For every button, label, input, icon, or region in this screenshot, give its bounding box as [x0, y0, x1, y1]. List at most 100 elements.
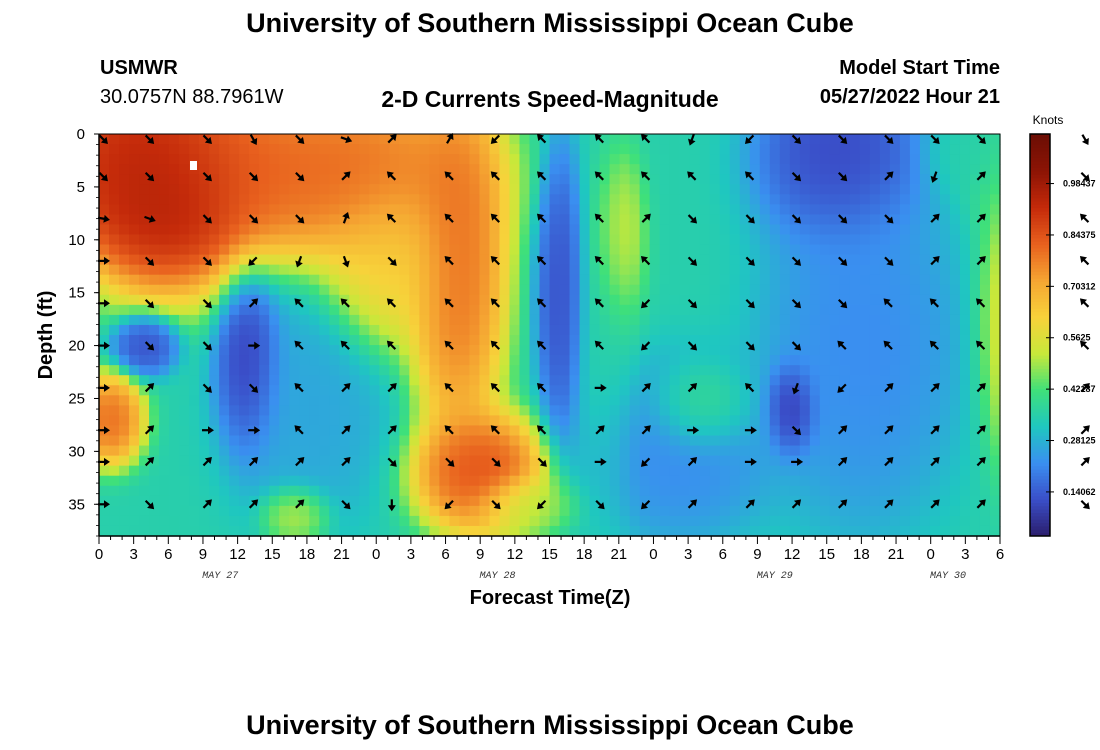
current-arrow [930, 255, 940, 266]
heatmap-cell [709, 365, 721, 376]
heatmap-cell [719, 284, 731, 296]
heatmap-cell [589, 254, 601, 266]
heatmap-cell [789, 144, 801, 155]
heatmap-cell [469, 365, 481, 376]
heatmap-cell [349, 134, 360, 145]
heatmap-cell [479, 164, 491, 175]
heatmap-cell [969, 375, 981, 386]
heatmap-cell [349, 375, 360, 386]
heatmap-cell [229, 525, 240, 537]
current-arrow [202, 214, 212, 224]
x-tick-label: 6 [441, 546, 449, 563]
heatmap-cell [409, 164, 420, 175]
heatmap-cell [209, 335, 220, 346]
heatmap-cell [319, 445, 330, 457]
heatmap-cell [619, 445, 631, 457]
heatmap-cell [389, 304, 400, 316]
heatmap-cell [929, 184, 941, 195]
heatmap-cell [229, 455, 240, 467]
heatmap-cell [159, 425, 170, 437]
heatmap-cell [289, 465, 300, 477]
heatmap-cell [659, 244, 671, 256]
heatmap-cell [619, 405, 631, 416]
heatmap-cell [749, 345, 761, 356]
heatmap-cell [969, 455, 981, 467]
heatmap-cell [299, 254, 310, 266]
heatmap-cell [279, 234, 290, 246]
heatmap-cell [449, 425, 460, 437]
heatmap-cell [889, 324, 901, 336]
heatmap-cell [209, 234, 220, 246]
heatmap-cell [489, 194, 501, 205]
heatmap-cell [739, 264, 751, 276]
heatmap-cell [889, 475, 901, 487]
heatmap-cell [459, 455, 471, 467]
heatmap-cell [529, 455, 541, 467]
heatmap-cell [239, 284, 250, 296]
heatmap-cell [169, 214, 180, 226]
heatmap-cell [229, 154, 240, 165]
x-axis-title: Forecast Time(Z) [470, 587, 631, 609]
heatmap-cell [119, 184, 130, 195]
heatmap-cell [779, 194, 791, 205]
colorbar-segment [1030, 455, 1050, 460]
heatmap-cell [209, 425, 220, 437]
heatmap-cell [179, 395, 190, 406]
heatmap-cell [309, 234, 320, 246]
heatmap-cell [469, 194, 481, 205]
heatmap-cell [449, 174, 460, 185]
current-arrow [386, 298, 397, 308]
heatmap-cell [229, 415, 240, 427]
heatmap-cell [849, 234, 861, 246]
current-arrow [295, 499, 305, 509]
heatmap-cell [189, 465, 200, 477]
heatmap-cell [969, 314, 981, 326]
heatmap-cell [979, 375, 991, 386]
heatmap-cell [989, 234, 1001, 246]
heatmap-cell [419, 485, 430, 497]
heatmap-cell [399, 314, 410, 326]
heatmap-cell [429, 345, 440, 356]
heatmap-cell [629, 425, 641, 437]
heatmap-cell [589, 194, 601, 205]
heatmap-cell [519, 385, 531, 396]
heatmap-cell [709, 465, 721, 477]
heatmap-cell [849, 294, 861, 306]
colorbar-segment [1030, 482, 1050, 487]
heatmap-cell [639, 204, 651, 215]
heatmap-cell [159, 174, 170, 185]
heatmap-cell [649, 415, 661, 427]
heatmap-cell [369, 335, 380, 346]
heatmap-cell [369, 445, 380, 457]
heatmap-cell [649, 134, 661, 145]
heatmap-cell [319, 144, 330, 155]
heatmap-cell [679, 274, 691, 286]
heatmap-cell [109, 425, 120, 437]
heatmap-cell [279, 174, 290, 185]
heatmap-cell [369, 214, 380, 226]
heatmap-cell [489, 415, 501, 427]
current-arrow [883, 340, 893, 350]
heatmap-cell [199, 204, 210, 215]
heatmap-cell [969, 435, 981, 447]
heatmap-cell [219, 505, 230, 517]
heatmap-cell [669, 134, 681, 145]
heatmap-cell [839, 525, 851, 537]
heatmap-cell [989, 425, 1001, 437]
heatmap-cell [909, 445, 921, 457]
heatmap-cell [939, 144, 951, 155]
heatmap-cell [129, 425, 140, 437]
heatmap-cell [529, 525, 541, 537]
heatmap-cell [439, 184, 450, 195]
heatmap-cell [559, 144, 571, 155]
heatmap-cell [719, 485, 731, 497]
heatmap-cell [839, 395, 851, 406]
heatmap-cell [949, 174, 961, 185]
current-arrow [791, 341, 802, 351]
heatmap-cell [759, 324, 771, 336]
heatmap-cell [609, 274, 621, 286]
heatmap-cell [829, 214, 841, 226]
heatmap-cell [289, 425, 300, 437]
heatmap-cell [409, 234, 420, 246]
heatmap-cell [719, 385, 731, 396]
